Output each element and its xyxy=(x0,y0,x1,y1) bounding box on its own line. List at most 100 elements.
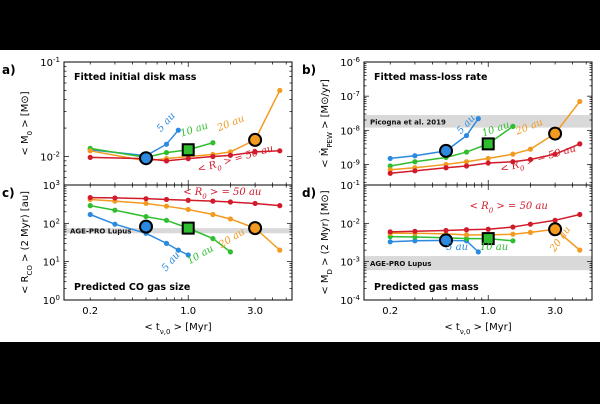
reference-band-d xyxy=(364,256,592,271)
data-point-blue xyxy=(412,238,418,244)
data-point-blue xyxy=(185,252,191,258)
highlight-square-marker xyxy=(481,137,495,151)
data-point-green xyxy=(412,234,418,240)
panel-label-b: b) xyxy=(302,63,316,77)
data-point-green xyxy=(87,203,93,209)
highlight-circle-marker xyxy=(439,233,454,248)
reference-band-b xyxy=(364,115,592,128)
panel-title-d: Predicted gas mass xyxy=(374,282,479,293)
highlight-square-marker xyxy=(481,232,495,246)
y-axis-label-c: < RCO > (2 Myr) [au] xyxy=(20,191,34,294)
y-tick-label-a: 10-1 xyxy=(40,56,60,69)
data-point-green xyxy=(112,207,118,213)
data-point-orange xyxy=(527,229,534,236)
y-axis-label-d: < MD > (2 Myr) [M⊙] xyxy=(320,190,334,294)
data-point-red xyxy=(577,211,583,218)
reference-band-c xyxy=(64,228,292,234)
data-point-orange xyxy=(527,146,534,152)
highlight-square-marker xyxy=(181,143,195,157)
highlight-circle-marker xyxy=(439,143,454,158)
y-tick-label-b: 10-9 xyxy=(340,158,360,171)
panel-d: AGE-PRO Lupus Predicted gas mass 5 au 10 au… xyxy=(363,184,593,301)
x-tick-label: 1.0 xyxy=(180,306,196,317)
data-point-green xyxy=(510,123,516,130)
y-tick-label-d: 10-4 xyxy=(340,294,360,307)
data-point-red xyxy=(185,156,191,162)
x-tick-label: 0.2 xyxy=(82,306,98,317)
data-point-red xyxy=(443,227,449,234)
data-point-orange xyxy=(577,247,583,253)
data-point-red xyxy=(227,152,234,158)
data-point-red xyxy=(552,151,558,157)
data-point-green xyxy=(463,235,470,242)
data-point-blue xyxy=(475,116,481,122)
x-tick-label: 1.0 xyxy=(480,306,496,317)
highlight-circle-marker xyxy=(548,126,563,141)
data-point-blue xyxy=(163,141,170,147)
data-point-green xyxy=(210,140,216,146)
y-tick-label-b: 10-6 xyxy=(340,56,360,69)
plot-area-a xyxy=(64,62,292,185)
highlight-circle-marker xyxy=(248,132,263,147)
data-point-red xyxy=(463,163,470,169)
panel-title-c: Predicted CO gas size xyxy=(74,282,190,293)
data-point-red xyxy=(185,197,191,203)
x-tick-label: 3.0 xyxy=(247,306,263,317)
data-point-red xyxy=(485,226,491,232)
data-point-red xyxy=(112,195,118,201)
x-tick-label: 0.2 xyxy=(382,306,398,317)
y-tick-label-b: 10-8 xyxy=(340,124,360,137)
y-tick-label-d: 10-1 xyxy=(340,179,360,192)
data-point-red xyxy=(527,221,534,227)
series-label: 5 au xyxy=(446,242,468,253)
data-point-orange xyxy=(577,98,583,105)
data-point-blue xyxy=(387,155,393,162)
data-point-green xyxy=(227,249,234,255)
data-point-blue xyxy=(387,239,393,245)
y-tick-label-c: 103 xyxy=(43,179,60,192)
data-point-red xyxy=(387,170,393,176)
band-label-c: AGE-PRO Lupus xyxy=(70,228,131,236)
data-point-red xyxy=(577,141,583,147)
data-point-blue xyxy=(463,132,470,139)
y-tick-label-d: 10-2 xyxy=(340,217,360,230)
data-point-orange xyxy=(510,231,516,237)
data-point-orange xyxy=(485,155,491,162)
data-point-green xyxy=(163,217,170,223)
panel-title-a: Fitted initial disk mass xyxy=(74,72,197,83)
plot-frame-d xyxy=(363,184,593,301)
data-point-red xyxy=(143,196,149,202)
series-label: < R0 > = 50 au xyxy=(183,187,261,201)
y-tick-label-c: 102 xyxy=(43,217,60,230)
data-point-red xyxy=(87,194,93,201)
y-axis-label-a: < M0 > [M⊙] xyxy=(20,91,34,155)
series-label: < R0 > = 50 au xyxy=(470,201,548,215)
data-point-red xyxy=(527,156,534,163)
highlight-circle-marker xyxy=(139,151,154,166)
y-tick-label-c: 100 xyxy=(43,294,60,307)
data-point-blue xyxy=(412,153,418,159)
data-point-blue xyxy=(475,249,481,255)
data-point-red xyxy=(163,196,170,203)
x-axis-label: < tν,0 > [Myr] xyxy=(144,322,211,336)
data-point-orange xyxy=(227,216,234,222)
data-point-orange xyxy=(387,167,393,173)
data-point-green xyxy=(143,213,149,220)
data-point-blue xyxy=(112,221,118,227)
data-point-blue xyxy=(87,211,93,218)
data-point-blue xyxy=(163,240,170,246)
data-point-green xyxy=(412,159,418,165)
data-point-green xyxy=(163,150,170,156)
data-point-orange xyxy=(277,247,283,253)
data-point-red xyxy=(163,158,170,164)
data-point-blue xyxy=(175,247,181,253)
highlight-square-marker xyxy=(181,221,195,235)
data-point-orange xyxy=(510,151,516,157)
data-point-red xyxy=(252,200,258,207)
y-tick-label-c: 101 xyxy=(43,256,60,269)
highlight-circle-marker xyxy=(139,219,154,234)
y-tick-label-d: 10-3 xyxy=(340,256,360,269)
